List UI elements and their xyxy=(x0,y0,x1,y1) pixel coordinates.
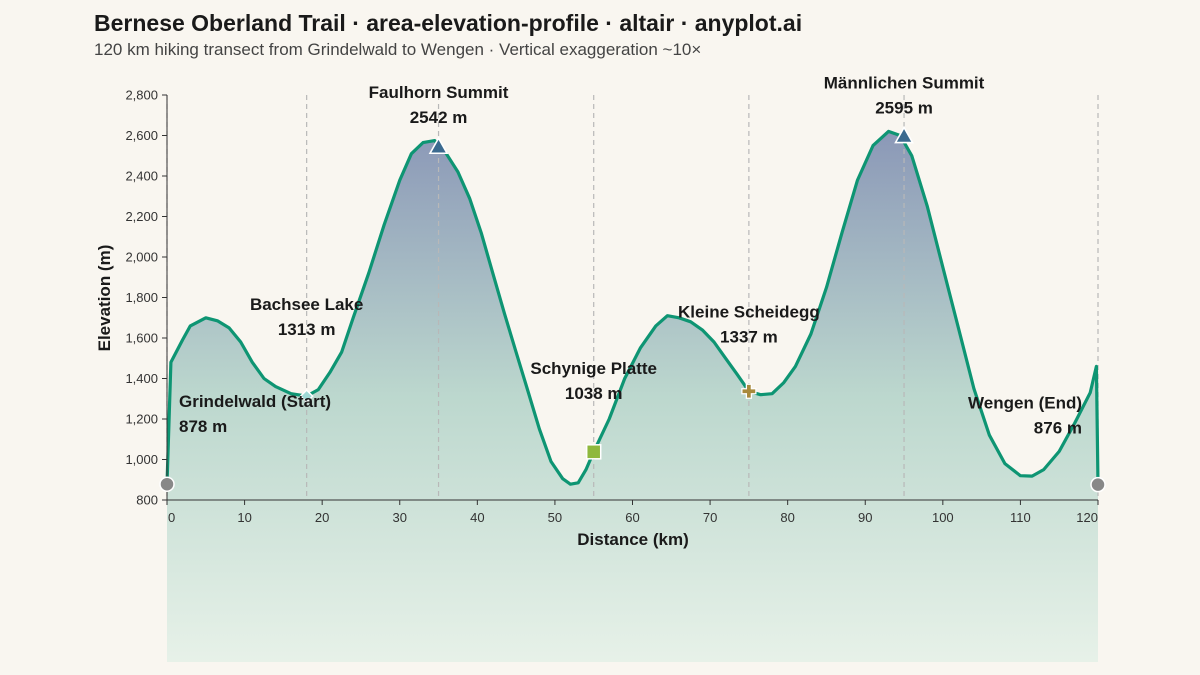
x-tick-label: 30 xyxy=(393,510,407,525)
y-tick-label: 2,800 xyxy=(125,88,158,103)
waypoint-name-label: Faulhorn Summit xyxy=(369,83,509,102)
x-tick-label: 0 xyxy=(168,510,175,525)
x-tick-label: 90 xyxy=(858,510,872,525)
waypoint-marker-circle xyxy=(1090,476,1106,493)
waypoint-markers xyxy=(159,125,1106,493)
waypoint-name-label: Schynige Platte xyxy=(530,359,657,378)
waypoint-elevation-label: 1038 m xyxy=(565,384,623,403)
waypoint-marker-square xyxy=(585,444,602,460)
x-tick-label: 60 xyxy=(625,510,639,525)
waypoint-name-label: Bachsee Lake xyxy=(250,295,363,314)
waypoint-elevation-label: 2542 m xyxy=(410,108,468,127)
y-axis-title: Elevation (m) xyxy=(95,245,114,352)
x-tick-label: 10 xyxy=(237,510,251,525)
waypoint-marker-circle xyxy=(159,476,175,492)
y-tick-label: 800 xyxy=(136,493,158,508)
waypoint-elevation-label: 2595 m xyxy=(875,99,933,118)
waypoint-name-label: Grindelwald (Start) xyxy=(179,392,331,411)
profile-line-layer xyxy=(165,129,1100,487)
x-axis-title: Distance (km) xyxy=(577,530,688,549)
waypoint-elevation-label: 876 m xyxy=(1034,419,1082,438)
waypoint-annotations: Grindelwald (Start) 878 m Bachsee Lake 1313… xyxy=(179,74,1082,438)
elevation-line xyxy=(165,129,1100,487)
chart-title: Bernese Oberland Trail · area-elevation-… xyxy=(94,10,803,36)
x-tick-label: 80 xyxy=(780,510,794,525)
waypoint-name-label: Wengen (End) xyxy=(968,394,1082,413)
area-layer xyxy=(167,131,1098,662)
y-tick-label: 2,000 xyxy=(125,250,158,265)
waypoint-marker-triangle xyxy=(428,136,449,155)
y-tick-label: 2,600 xyxy=(125,128,158,143)
waypoint-elevation-label: 878 m xyxy=(179,417,227,436)
waypoint-elevation-label: 1337 m xyxy=(720,327,778,346)
y-tick-label: 2,400 xyxy=(125,169,158,184)
x-tick-label: 70 xyxy=(703,510,717,525)
waypoint-marker-cross xyxy=(741,383,757,399)
y-tick-label: 1,800 xyxy=(125,290,158,305)
y-tick-label: 2,200 xyxy=(125,209,158,224)
y-tick-label: 1,400 xyxy=(125,371,158,386)
waypoint-name-label: Kleine Scheidegg xyxy=(678,302,820,321)
x-tick-label: 110 xyxy=(1010,510,1031,525)
x-tick-label: 50 xyxy=(548,510,562,525)
x-tick-label: 120 xyxy=(1076,510,1098,525)
elevation-area xyxy=(167,131,1098,662)
axes: 8001,0001,2001,4001,6001,8002,0002,2002,… xyxy=(125,88,1099,525)
chart-subtitle: 120 km hiking transect from Grindelwald … xyxy=(94,40,702,59)
waypoint-elevation-label: 1313 m xyxy=(278,320,336,339)
waypoint-name-label: Männlichen Summit xyxy=(824,74,985,93)
x-tick-label: 100 xyxy=(932,510,954,525)
x-tick-label: 40 xyxy=(470,510,484,525)
waypoint-marker-diamond xyxy=(299,389,314,404)
waypoint-marker-triangle xyxy=(894,125,914,144)
x-tick-label: 20 xyxy=(315,510,329,525)
y-tick-label: 1,000 xyxy=(125,452,158,467)
y-tick-label: 1,200 xyxy=(125,412,158,427)
y-tick-label: 1,600 xyxy=(125,331,158,346)
